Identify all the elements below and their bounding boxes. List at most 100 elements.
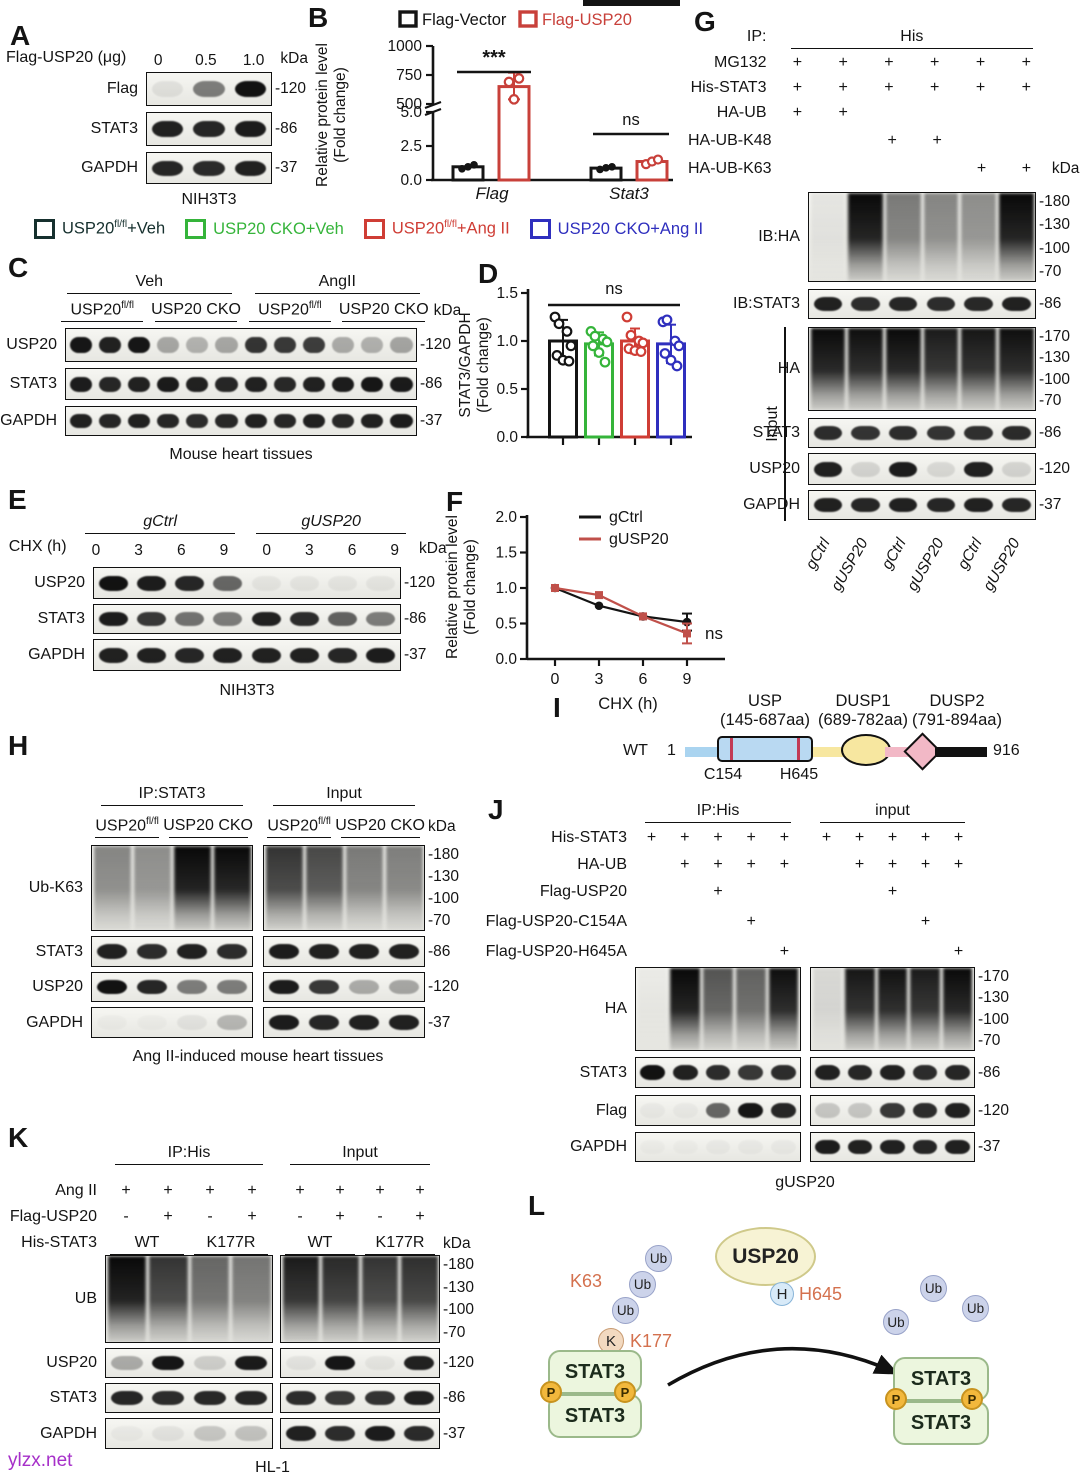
protein-band [847,1065,873,1080]
ubiquitin-smear-lane [810,328,846,410]
panel-label-h: H [8,730,29,761]
blot-lane [997,491,1035,519]
dusp1-ellipse [841,734,891,766]
blot-lane [106,1419,148,1448]
ip-header: IP:His [635,799,801,823]
protein-band [1001,461,1031,477]
blot-lane [811,1133,844,1161]
blot-box [280,1418,440,1449]
svg-text:750: 750 [396,67,422,84]
protein-band [251,647,281,663]
blot-lane [636,1133,669,1161]
protein-band [98,575,128,591]
kda-value: -120 [1039,460,1071,477]
blot-lane [247,605,285,633]
blot-lane [384,1008,424,1037]
lane-label: 0 [262,542,271,559]
ubiquitin-smear-lane [812,968,843,1050]
blot-row: IB:HA -180 -130 -100 -70 [688,192,1080,282]
blot-lane [106,1384,148,1412]
svg-text:STAT3/GAPDH: STAT3/GAPDH [457,312,474,417]
kda-value: -130 [978,989,1010,1007]
ubiquitin-smear-lane [845,968,875,1050]
protein-band [945,1065,971,1080]
protein-band [851,498,880,512]
blot-lane [212,407,241,435]
kda-value: -100 [1039,370,1071,388]
protein-band [308,980,340,994]
kda-value: -180 [428,846,460,863]
condition-mark: + [1021,78,1031,96]
condition-mark: + [821,829,832,846]
blot-lane [241,369,270,399]
blot-lane [941,1133,974,1161]
svg-text:500: 500 [396,96,422,113]
condition-mark: + [887,856,898,873]
blot-lane [132,640,170,670]
free-ub: Ub [962,1295,989,1322]
protein-band [215,414,238,428]
blot-lane [884,290,922,318]
protein-band [96,944,128,959]
kda-value: -100 [1039,239,1071,257]
blot-lane [734,1096,767,1125]
blot-lane [702,1096,735,1125]
blot-lane [400,1384,440,1412]
blot-lane [172,973,212,1001]
protein-band [366,575,396,591]
protein-band [851,297,880,311]
blot-lane [212,329,241,361]
c154-site-mark [730,738,733,760]
blot-lane [384,937,424,966]
panel-label-a: A [10,20,31,51]
blot-row-label: STAT3 [90,120,138,137]
blot-lane [132,1008,172,1037]
kda-marker: -120 [272,72,308,106]
protein-band [888,461,918,477]
condition-label: Flag-USP20 [539,883,627,900]
blot-lane [147,113,188,145]
blot-lane [960,491,998,519]
group: gUSP20 [246,513,417,534]
ubiquitin-smear-lane [345,846,383,930]
condition-row: Flag-USP20 + + [483,881,1080,903]
ubiquitin-smear-lane [923,193,959,281]
svg-text:CHX (h): CHX (h) [598,695,658,713]
protein-band [640,1140,665,1154]
blot-lane [809,419,847,447]
condition-mark: - [123,1208,129,1225]
protein-band [136,612,166,626]
kda-marker: -180 -130 -100 -70 [425,845,471,931]
blot-lane [321,1349,361,1377]
panel-b-chart: Flag-Vector Flag-USP20 Relative protein le… [305,0,680,205]
condition-mark: + [953,856,964,873]
blot-lane [636,1058,669,1087]
blot-row: USP20 -120 [3,1348,500,1378]
ubiquitin-smear-lane [885,193,921,281]
protein-band [390,376,413,392]
panel-label-c: C [8,252,29,283]
protein-band [348,980,380,994]
svg-text:Relative protein level: Relative protein level [314,43,331,187]
condition-mark: + [205,1182,215,1199]
protein-band [364,1356,395,1370]
blot-lane [847,491,885,519]
condition-mark: + [680,829,690,846]
protein-band [213,612,243,626]
lane-label: 6 [176,542,186,559]
protein-band [216,944,248,959]
blot-lane [876,1096,909,1125]
protein-band [98,414,121,428]
kda-marker: -37 [401,639,443,671]
svg-text:1.0: 1.0 [496,333,518,350]
blot-row: STAT3 -86 [5,604,449,634]
blot-row-label: GAPDH [81,159,138,176]
blot-lane [281,1419,321,1448]
blot-row: IB:STAT3 -86 [688,289,1080,319]
protein-band [912,1103,938,1118]
blot-box [808,192,1036,282]
kda-value: -37 [420,412,443,429]
condition-marks: + + [774,101,1049,124]
blot-lane [66,407,95,435]
blot-row-label: STAT3 [35,942,83,960]
